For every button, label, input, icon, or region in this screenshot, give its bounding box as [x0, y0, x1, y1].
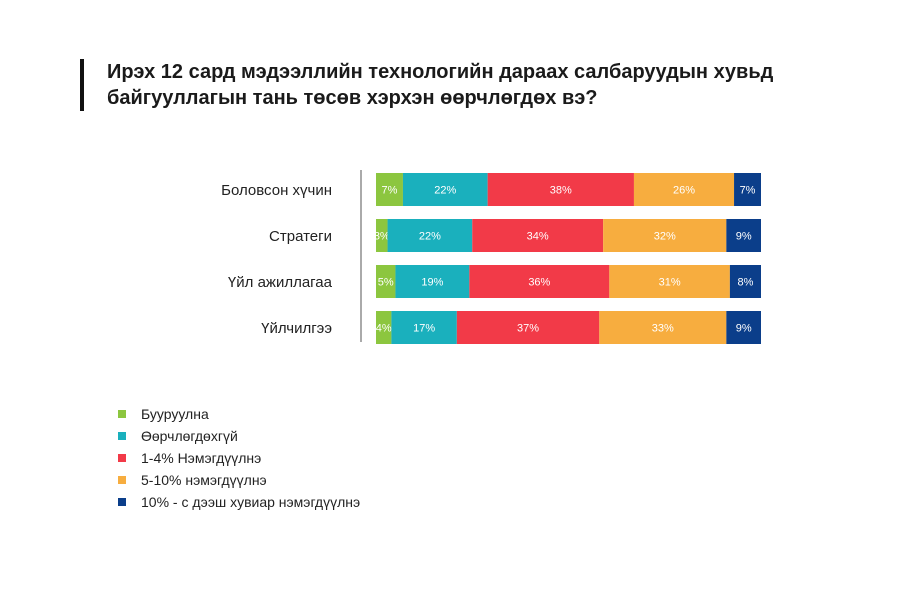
bars-group: 7% 22% 38% 26% 7% 3% 22% 34% 32% 9% 5% 19% 36% 31% 8% 4…: [374, 173, 761, 344]
bar-segment: [599, 311, 727, 344]
legend-label: Бууруулна: [141, 406, 209, 422]
data-label: 33%: [652, 323, 674, 335]
data-label: 37%: [517, 323, 539, 335]
data-label: 19%: [421, 277, 443, 289]
bar-segment: [391, 311, 457, 344]
legend-item: Бууруулна: [118, 403, 360, 425]
legend-item: 5-10% нэмэгдүүлнэ: [118, 469, 360, 491]
legend: Бууруулна Өөрчлөгдөхгүй 1-4% Нэмэгдүүлнэ 5-…: [118, 403, 360, 513]
data-label: 36%: [528, 277, 550, 289]
data-label: 7%: [382, 185, 398, 197]
bar-segment: [376, 173, 403, 206]
bar-segment: [376, 311, 392, 344]
data-label: 4%: [376, 323, 392, 335]
stacked-bar-chart: Боловсон хүчин Стратеги Үйл ажиллагаа Үйлчи…: [221, 170, 761, 344]
legend-label: 10% - с дээш хувиар нэмэгдүүлнэ: [141, 494, 361, 510]
bar-segment: [726, 219, 761, 252]
legend-swatch: [118, 454, 126, 462]
bar-segment: [456, 311, 600, 344]
bar-segment: [729, 265, 761, 298]
bar-segment: [402, 173, 488, 206]
legend-label: 5-10% нэмэгдүүлнэ: [141, 472, 267, 488]
bar-segment: [376, 219, 388, 252]
data-label: 17%: [413, 323, 435, 335]
category-label: Стратеги: [269, 228, 332, 245]
data-label: 22%: [419, 231, 441, 243]
legend-swatch: [118, 432, 126, 440]
bar-segment: [609, 265, 730, 298]
data-label: 26%: [673, 185, 695, 197]
legend-label: 1-4% Нэмэгдүүлнэ: [141, 450, 262, 466]
bar-segment: [726, 311, 761, 344]
title-accent-bar: [80, 59, 84, 111]
legend-swatch: [118, 476, 126, 484]
bar-segment: [395, 265, 470, 298]
data-label: 8%: [737, 277, 753, 289]
legend-item: 10% - с дээш хувиар нэмэгдүүлнэ: [118, 491, 360, 513]
bar-segment: [603, 219, 727, 252]
data-label: 34%: [527, 231, 549, 243]
category-label: Боловсон хүчин: [221, 182, 332, 199]
data-label: 22%: [434, 185, 456, 197]
category-labels: Боловсон хүчин Стратеги Үйл ажиллагаа Үйлчи…: [221, 182, 333, 337]
bar-segment: [472, 219, 604, 252]
legend-item: Өөрчлөгдөхгүй: [118, 425, 360, 447]
bar-segment: [376, 265, 396, 298]
bar-segment: [734, 173, 761, 206]
data-label: 38%: [550, 185, 572, 197]
data-label: 9%: [736, 323, 752, 335]
category-label: Үйл ажиллагаа: [228, 274, 333, 291]
data-label: 9%: [736, 231, 752, 243]
data-label: 7%: [740, 185, 756, 197]
legend-item: 1-4% Нэмэгдүүлнэ: [118, 447, 360, 469]
chart-title: Ирэх 12 сард мэдээллийн технологийн дара…: [107, 61, 774, 109]
bar-segment: [387, 219, 473, 252]
bar-segment: [633, 173, 735, 206]
legend-swatch: [118, 498, 126, 506]
bar-segment: [487, 173, 634, 206]
data-label: 5%: [378, 277, 394, 289]
legend-swatch: [118, 410, 126, 418]
data-label: 3%: [374, 231, 390, 243]
data-label: 31%: [659, 277, 681, 289]
legend-label: Өөрчлөгдөхгүй: [141, 428, 238, 444]
category-label: Үйлчилгээ: [261, 320, 332, 337]
bar-segment: [469, 265, 610, 298]
data-label: 32%: [654, 231, 676, 243]
